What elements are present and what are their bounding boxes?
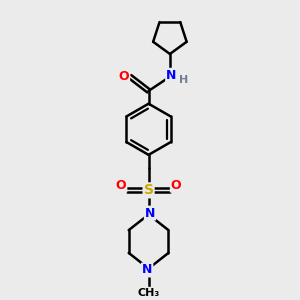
Text: N: N [166,69,176,82]
Text: O: O [171,179,182,192]
Text: O: O [118,70,129,83]
Text: S: S [144,183,154,197]
Text: CH₃: CH₃ [137,288,160,298]
Text: N: N [145,207,155,220]
Text: O: O [116,179,126,192]
Text: N: N [142,263,152,276]
Text: H: H [179,75,189,85]
